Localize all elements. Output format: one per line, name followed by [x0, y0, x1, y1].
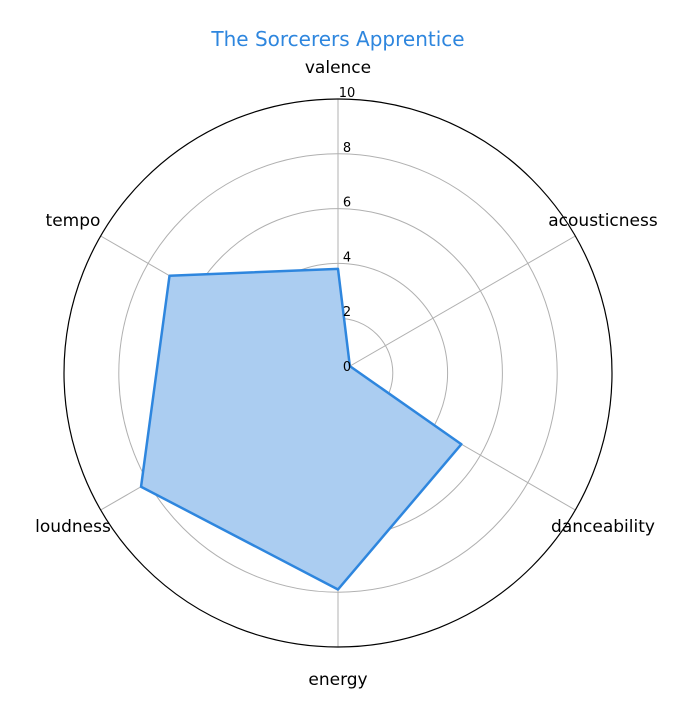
tick-label: 10 [339, 86, 356, 101]
series-area [141, 268, 462, 590]
axis-label-tempo: tempo [46, 211, 101, 231]
outer-frame [63, 98, 613, 648]
tick-label: 0 [343, 360, 351, 375]
axis-label-danceability: danceability [551, 517, 655, 537]
tick-label: 4 [343, 250, 351, 265]
axis-label-valence: valence [305, 58, 371, 78]
axis-label-acousticness: acousticness [548, 211, 658, 231]
spoke-line [337, 235, 576, 374]
axis-label-energy: energy [308, 670, 367, 690]
tick-label: 2 [343, 305, 351, 320]
tick-label: 6 [343, 196, 351, 211]
series-layer [139, 267, 463, 591]
series-line [139, 267, 463, 591]
axis-labels: valence acousticness danceability energy lou… [35, 58, 658, 690]
chart-title: The Sorcerers Apprentice [210, 27, 464, 51]
tick-label: 8 [343, 141, 351, 156]
radial-ticks: 0 2 4 6 8 10 [339, 86, 356, 375]
axis-label-loudness: loudness [35, 517, 111, 537]
